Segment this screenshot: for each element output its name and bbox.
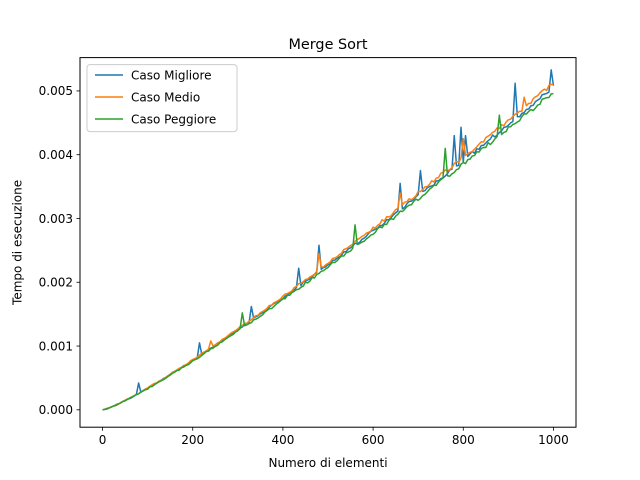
x-axis-label: Numero di elementi [268, 456, 387, 470]
plot-frame [79, 57, 577, 428]
x-tick-label: 600 [362, 433, 385, 447]
x-tick-label: 800 [452, 433, 475, 447]
x-tick-label: 200 [181, 433, 204, 447]
legend-label-migliore: Caso Migliore [131, 69, 212, 83]
y-axis-label: Tempo di esecuzione [11, 180, 25, 306]
y-axis-ticks: 0.000 0.001 0.002 0.003 0.004 0.005 [39, 84, 80, 417]
legend-label-peggiore: Caso Peggiore [131, 113, 216, 127]
y-tick-label: 0.002 [39, 276, 73, 290]
y-tick-label: 0.005 [39, 84, 73, 98]
legend: Caso Migliore Caso Medio Caso Peggiore [86, 64, 238, 133]
y-tick-label: 0.001 [39, 339, 73, 353]
y-tick-label: 0.000 [39, 403, 73, 417]
legend-frame [86, 64, 238, 133]
x-tick-label: 400 [271, 433, 294, 447]
chart-title: Merge Sort [289, 37, 368, 53]
series-line-caso-peggiore [102, 92, 554, 411]
x-tick-label: 1000 [538, 433, 569, 447]
legend-label-medio: Caso Medio [131, 91, 200, 105]
y-tick-label: 0.004 [39, 148, 73, 162]
x-tick-label: 0 [99, 433, 107, 447]
x-axis-ticks: 0 200 400 600 800 1000 [99, 427, 569, 447]
series-line-caso-medio [102, 83, 554, 411]
y-tick-label: 0.003 [39, 212, 73, 226]
series-layer [102, 69, 555, 411]
